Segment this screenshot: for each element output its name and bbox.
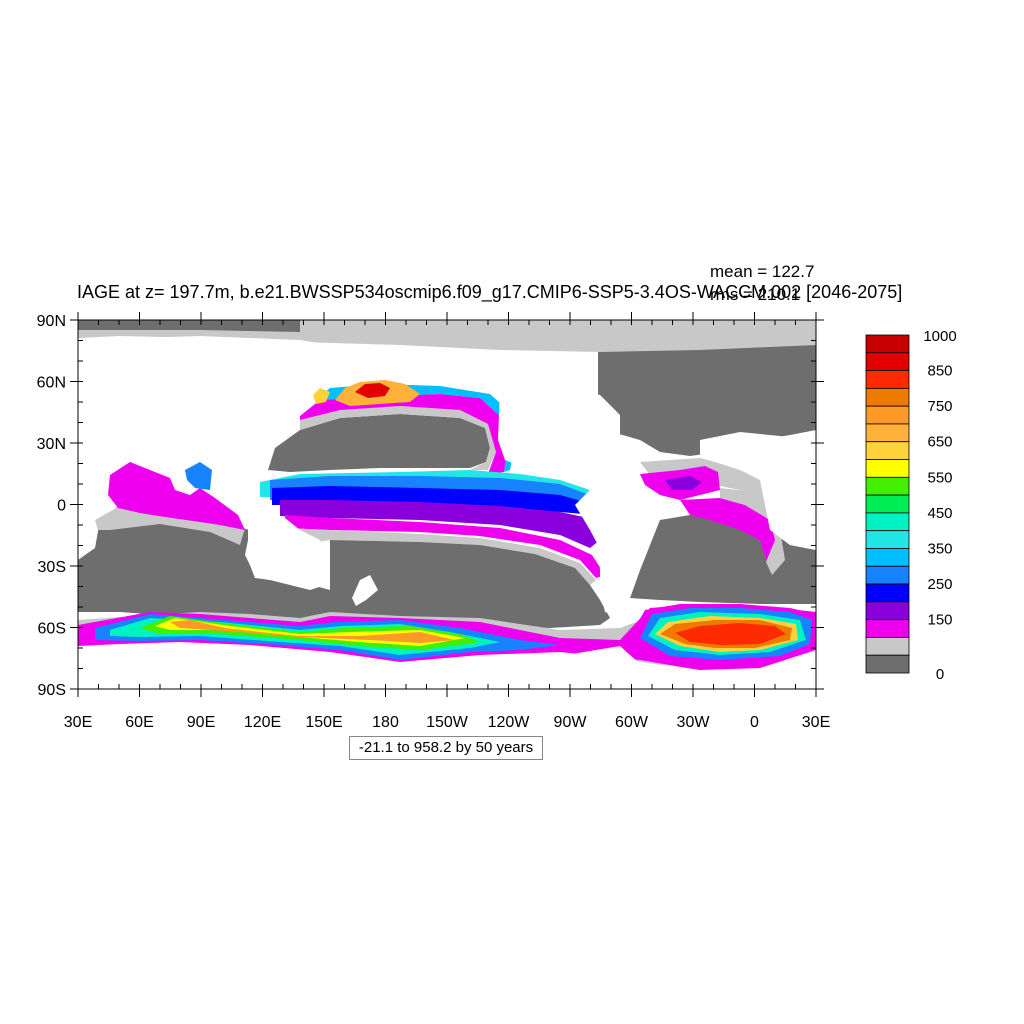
colorbar-label: 750 [927, 398, 952, 415]
colorbar-label: 550 [927, 469, 952, 486]
lat-label: 30S [38, 559, 66, 576]
colorbar-label: 1000 [923, 328, 956, 345]
map-title: IAGE at z= 197.7m, b.e21.BWSSP534oscmip6… [77, 282, 902, 303]
south-pacific-young [285, 515, 605, 578]
indian-ocean-shelf [95, 506, 245, 545]
lat-label: 60S [38, 621, 66, 638]
colorbar-swatch [865, 387, 910, 407]
colorbar [865, 334, 910, 674]
colorbar-label: 0 [936, 666, 944, 683]
south-atlantic-young [680, 498, 780, 560]
colorbar-swatch [865, 565, 910, 585]
bay-bengal-blue [185, 462, 212, 490]
colorbar-label: 850 [927, 363, 952, 380]
colorbar-swatch [865, 583, 910, 603]
colorbar-swatch [865, 530, 910, 549]
australia-land [248, 512, 330, 590]
north-pacific-oldest [355, 383, 390, 398]
colorbar-swatch [865, 459, 910, 478]
colorbar-swatch [865, 441, 910, 460]
colorbar-swatch [865, 548, 910, 567]
asia-land [78, 336, 380, 480]
lat-label: 60N [37, 375, 66, 392]
antarctica-land [78, 646, 816, 689]
mean-stat: mean = 122.7 [710, 262, 814, 281]
new-zealand-land [352, 575, 378, 606]
latitude-labels: 90N 60N 30N 0 30S 60S 90S [37, 313, 66, 699]
africa-land [700, 432, 816, 550]
colorbar-labels: 1000 850 750 650 550 450 350 250 150 0 [923, 328, 956, 683]
north-atlantic-gray [598, 320, 816, 456]
arabian-sea-young [108, 462, 245, 530]
colorbar-swatch [865, 601, 910, 621]
lat-label: 30N [37, 436, 66, 453]
lon-label: 150W [426, 714, 469, 731]
lon-label: 90E [187, 714, 215, 731]
lon-label: 30E [802, 714, 830, 731]
rms-stat: rms = 210.1 [710, 285, 800, 304]
colorbar-swatch [865, 405, 910, 425]
lon-label: 60E [125, 714, 153, 731]
arctic-land-gray [78, 320, 300, 332]
indian-ocean-region [78, 505, 330, 622]
colorbar-swatch [865, 654, 910, 674]
colorbar-swatch [865, 494, 910, 514]
north-atlantic-purple [665, 476, 702, 490]
equatorial-pacific-purple [280, 500, 600, 548]
north-pacific-land-gray [268, 414, 490, 472]
colorbar-swatch [865, 370, 910, 389]
lat-label: 90N [37, 313, 66, 330]
lat-label: 0 [57, 498, 66, 515]
map-panel: 90N 60N 30N 0 30S 60S 90S 30E 60E 90E 120E 150E 180… [37, 312, 830, 731]
longitude-labels: 30E 60E 90E 120E 150E 180 150W 120W 90W 60W 30W 0 30… [64, 714, 830, 731]
lon-label: 0 [750, 714, 759, 731]
lon-label: 90W [554, 714, 588, 731]
contour-info-box: -21.1 to 958.2 by 50 years [349, 736, 543, 760]
colorbar-swatch [865, 512, 910, 532]
axis-ticks [70, 312, 824, 697]
south-pacific-shelf [285, 528, 596, 585]
colorbar-swatch [865, 637, 910, 656]
colorbar-label: 350 [927, 540, 952, 557]
lon-label: 30W [677, 714, 711, 731]
lon-label: 180 [372, 714, 399, 731]
colorbar-swatch [865, 352, 910, 371]
south-pacific-gray [330, 540, 610, 628]
weddell-sea-red [675, 623, 786, 645]
southern-ocean-orange [170, 620, 455, 643]
colorbar-swatch [865, 423, 910, 443]
okhotsk-old [313, 388, 330, 404]
lon-label: 120E [244, 714, 281, 731]
colorbar-label: 650 [927, 434, 952, 451]
colorbar-swatch [865, 619, 910, 638]
north-pacific-subpolar [318, 384, 516, 472]
lon-label: 60W [615, 714, 649, 731]
lon-label: 150E [305, 714, 342, 731]
lon-label: 120W [488, 714, 531, 731]
colorbar-label: 450 [927, 505, 952, 522]
lon-label: 30E [64, 714, 92, 731]
americas-land [498, 385, 660, 615]
colorbar-swatch [865, 476, 910, 496]
colorbar-label: 150 [927, 612, 952, 629]
colorbar-swatch [865, 334, 910, 354]
colorbar-label: 250 [927, 576, 952, 593]
lat-label: 90S [38, 682, 66, 699]
